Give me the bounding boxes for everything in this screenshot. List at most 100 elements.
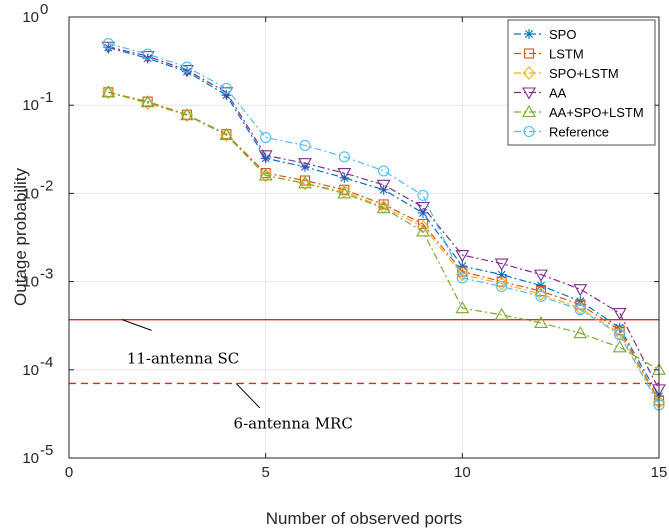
legend-item: SPO (514, 27, 576, 42)
data-point (496, 280, 508, 293)
data-point (523, 125, 535, 138)
data-point (573, 284, 588, 297)
data-point (417, 189, 429, 201)
data-point (300, 161, 310, 172)
data-point (535, 286, 547, 297)
data-point (298, 176, 312, 191)
x-tick-label: 10 (454, 464, 471, 481)
y-tick-exponent: -1 (40, 89, 53, 106)
data-point (495, 276, 508, 291)
y-tick-label: 10 (22, 9, 39, 26)
annotation-label: 6-antenna MRC (234, 415, 353, 433)
data-point (573, 326, 588, 339)
data-point (298, 176, 312, 189)
data-point (142, 48, 154, 60)
legend-box (507, 19, 656, 146)
legend-item: SPO+LSTM (514, 66, 619, 81)
y-tick-exponent: -2 (40, 177, 53, 194)
x-axis-label: Number of observed ports (266, 509, 463, 528)
x-tick-label: 0 (65, 464, 73, 481)
data-point (455, 301, 470, 314)
data-point (535, 290, 547, 302)
data-point (494, 307, 509, 320)
legend-label: SPO (549, 27, 576, 42)
legend-item: AA+SPO+LSTM (514, 104, 644, 120)
legend-item: LSTM (514, 47, 584, 62)
data-point (456, 272, 468, 284)
data-point (534, 315, 548, 328)
annotation-pointer (121, 319, 152, 331)
data-point (299, 139, 311, 151)
data-point (220, 82, 232, 94)
data-point (416, 202, 430, 215)
data-point (575, 296, 586, 307)
data-point (456, 267, 469, 282)
x-tick-label: 5 (261, 464, 269, 481)
legend-label: LSTM (549, 47, 584, 62)
series-line (108, 91, 660, 371)
data-point (614, 329, 626, 341)
legend-item: AA (514, 86, 567, 101)
data-point (522, 87, 536, 100)
data-point (536, 280, 546, 291)
data-point (417, 218, 429, 230)
data-point (575, 299, 586, 310)
data-point (457, 261, 468, 272)
y-tick-exponent: 0 (40, 1, 48, 18)
y-tick-label: 10 (22, 362, 39, 379)
y-tick-exponent: -3 (40, 266, 53, 283)
data-point (376, 179, 391, 192)
data-point (378, 199, 389, 210)
reference-lines (69, 318, 659, 385)
data-point (524, 29, 534, 39)
data-point (180, 108, 194, 123)
data-point (140, 95, 155, 108)
plot-frame (68, 16, 660, 459)
legend-label: SPO+LSTM (549, 66, 619, 81)
legend-label: AA (549, 86, 567, 101)
data-point (522, 104, 536, 118)
data-point (103, 42, 114, 53)
data-point (260, 131, 272, 144)
annotation-pointer (235, 383, 261, 409)
data-point (219, 127, 234, 140)
series-aa-spo-lstm (101, 85, 666, 375)
data-point (258, 168, 273, 181)
data-point (455, 249, 470, 263)
data-point (221, 90, 232, 101)
y-axis-label: Outage probability (11, 168, 30, 306)
legend-label: AA+SPO+LSTM (549, 105, 644, 120)
data-point (457, 266, 468, 277)
y-tick-label: 10 (22, 450, 39, 467)
x-tick-label: 15 (651, 464, 668, 481)
data-point (181, 61, 193, 73)
annotation-label: 11-antenna SC (127, 349, 239, 367)
data-point (101, 85, 116, 98)
data-point (180, 108, 194, 121)
data-point (376, 201, 391, 214)
data-point (496, 269, 507, 280)
legend-item: Reference (514, 125, 609, 140)
y-tick-exponent: -4 (40, 354, 53, 371)
data-point (258, 150, 273, 163)
data-point (142, 53, 153, 64)
data-point (102, 38, 114, 50)
data-point (102, 85, 115, 100)
data-point (259, 168, 272, 183)
annotations: 11-antenna SC 6-antenna MRC (121, 319, 353, 433)
legend-label: Reference (549, 125, 609, 140)
data-point (339, 172, 350, 183)
data-point (338, 151, 350, 163)
data-point (534, 269, 548, 282)
y-tick-label: 10 (22, 97, 39, 114)
data-point (523, 48, 535, 59)
data-point (612, 340, 627, 353)
data-point (260, 153, 271, 164)
data-point (378, 165, 390, 177)
data-series (101, 38, 666, 411)
data-point (612, 307, 627, 321)
data-point (416, 224, 430, 237)
series-line (108, 42, 660, 406)
